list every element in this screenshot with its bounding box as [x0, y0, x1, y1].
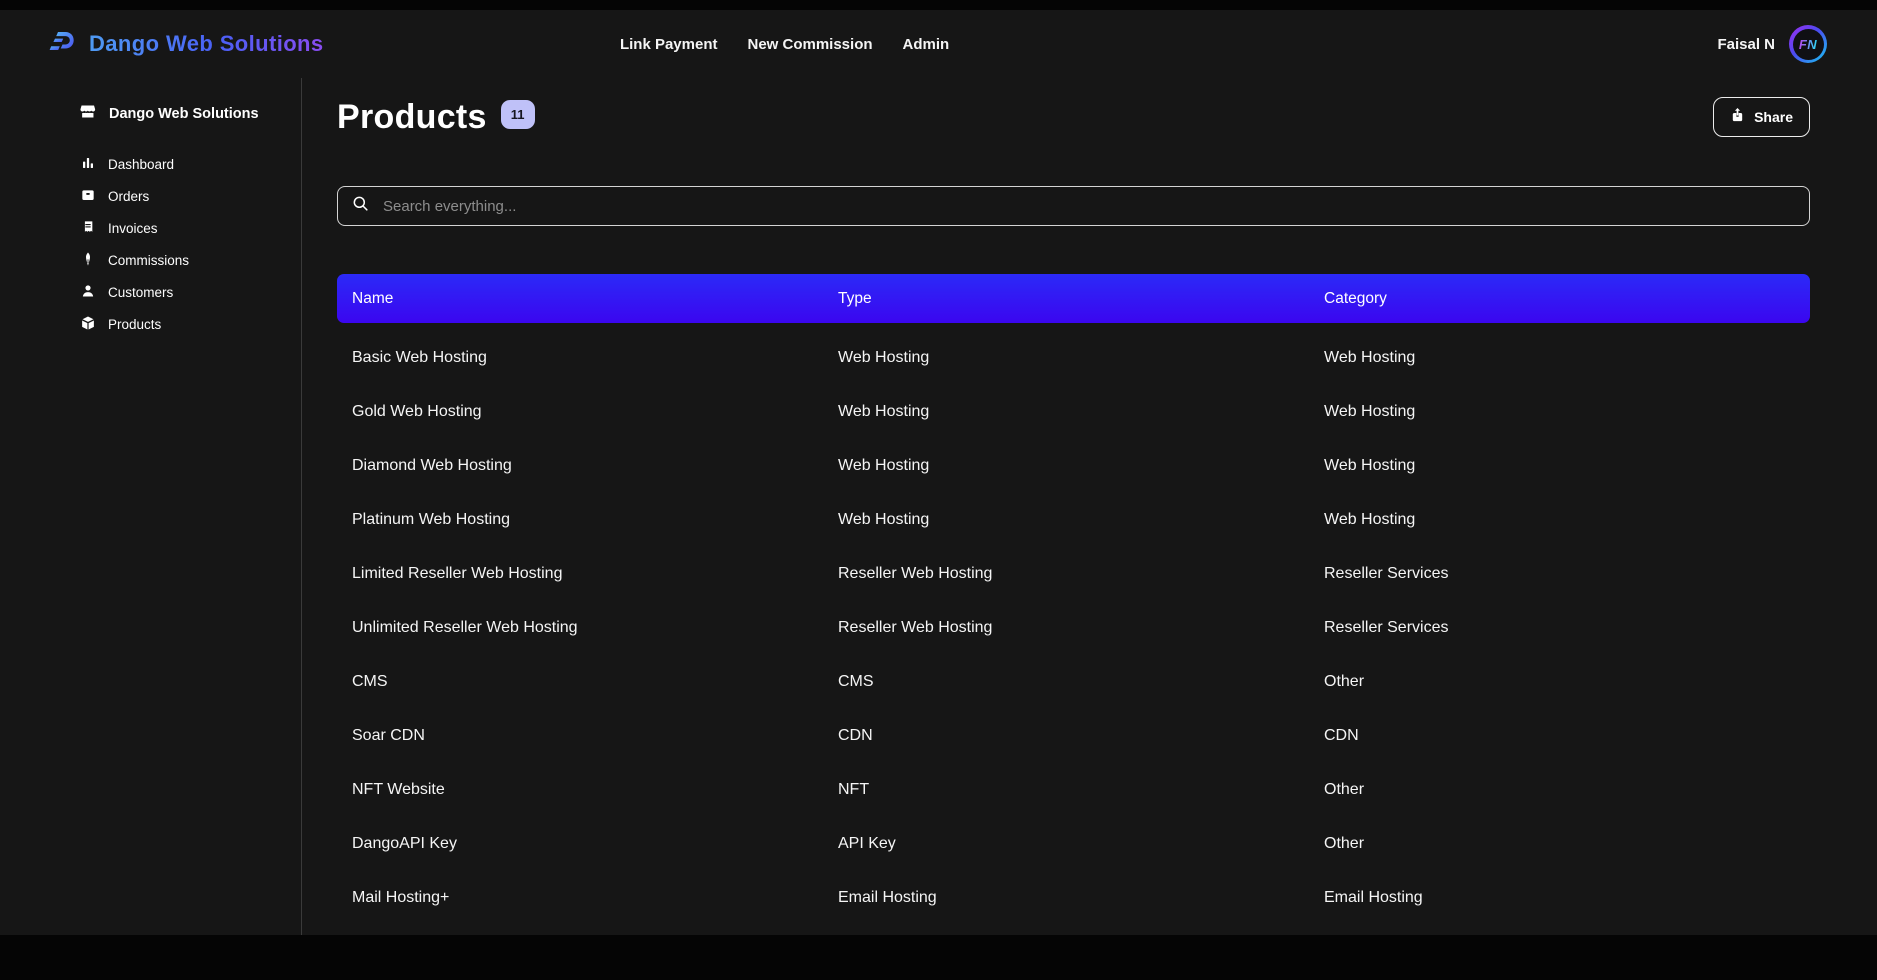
page-title: Products [337, 98, 487, 136]
sidebar-item-commissions[interactable]: Commissions [80, 251, 291, 270]
sidebar-item-customers[interactable]: Customers [80, 283, 291, 302]
sidebar-item-label: Customers [108, 285, 174, 300]
table-cell-category: CDN [1324, 727, 1359, 744]
avatar-inner: FN [1792, 28, 1824, 60]
table-cell-type: CMS [838, 673, 874, 690]
table-cell-name: Unlimited Reseller Web Hosting [352, 619, 578, 636]
share-button[interactable]: Share [1713, 97, 1810, 137]
column-header-type: Type [838, 289, 872, 307]
table-row[interactable]: DangoAPI Key API Key Other [337, 817, 1810, 871]
sidebar-item-invoices[interactable]: Invoices [80, 219, 291, 238]
table-cell-name: Basic Web Hosting [352, 349, 487, 366]
app-window: Dango Web Solutions Link Payment New Com… [0, 10, 1877, 935]
table-cell-category: Other [1324, 673, 1365, 690]
sidebar-workspace-label: Dango Web Solutions [109, 105, 259, 122]
storefront-icon [80, 103, 97, 124]
table-header-row: Name Type Category [337, 274, 1810, 323]
sidebar-item-products[interactable]: Products [80, 315, 291, 334]
nav-link-payment[interactable]: Link Payment [619, 35, 718, 53]
table-cell-category: Other [1324, 835, 1365, 852]
sidebar-item-label: Commissions [108, 253, 190, 268]
table-cell-type: Web Hosting [838, 349, 930, 366]
table-row[interactable]: Unlimited Reseller Web Hosting Reseller W… [337, 601, 1810, 655]
column-header-name: Name [352, 289, 394, 307]
ink-pen-icon [80, 251, 96, 270]
table-row[interactable]: NFT Website NFT Other [337, 763, 1810, 817]
share-icon [1730, 107, 1745, 127]
table-row[interactable]: CMS CMS Other [337, 655, 1810, 709]
main-nav: Link Payment New Commission Admin [620, 36, 949, 53]
sidebar-item-label: Orders [108, 189, 150, 204]
brand-home-link[interactable]: Dango Web Solutions [45, 25, 324, 64]
table-cell-name: CMS [352, 673, 388, 690]
table-cell-name: Gold Web Hosting [352, 403, 482, 420]
table-cell-category: Web Hosting [1324, 349, 1416, 366]
table-cell-name: Soar CDN [352, 727, 425, 744]
sidebar-nav-list: Dashboard Orders Invoices Commissions Custom… [80, 155, 291, 334]
table-body: Basic Web Hosting Web Hosting Web Hosting G… [337, 331, 1810, 925]
table-cell-type: API Key [838, 835, 896, 852]
user-menu[interactable]: Faisal N FN [1717, 25, 1827, 63]
bar-chart-icon [80, 155, 96, 174]
column-header-category: Category [1324, 289, 1387, 307]
nav-admin[interactable]: Admin [902, 35, 950, 53]
product-count-badge: 11 [500, 100, 535, 129]
brand-logo-icon [45, 25, 79, 64]
table-cell-type: Reseller Web Hosting [838, 619, 993, 636]
table-row[interactable]: Soar CDN CDN CDN [337, 709, 1810, 763]
table-cell-name: Limited Reseller Web Hosting [352, 565, 563, 582]
top-navbar: Dango Web Solutions Link Payment New Com… [0, 10, 1877, 78]
table-row[interactable]: Gold Web Hosting Web Hosting Web Hosting [337, 385, 1810, 439]
table-row[interactable]: Platinum Web Hosting Web Hosting Web Hosti… [337, 493, 1810, 547]
table-row[interactable]: Mail Hosting+ Email Hosting Email Hosting [337, 871, 1810, 925]
package-icon [80, 315, 96, 334]
share-button-label: Share [1754, 109, 1793, 125]
nav-new-commission[interactable]: New Commission [747, 35, 873, 53]
user-name: Faisal N [1717, 35, 1775, 53]
table-cell-name: Mail Hosting+ [352, 889, 450, 906]
table-cell-category: Other [1324, 781, 1365, 798]
table-cell-type: NFT [838, 781, 870, 798]
receipt-icon [80, 219, 96, 238]
sidebar-item-orders[interactable]: Orders [80, 187, 291, 206]
table-cell-category: Reseller Services [1324, 565, 1449, 582]
table-cell-type: Email Hosting [838, 889, 937, 906]
sidebar-item-dashboard[interactable]: Dashboard [80, 155, 291, 174]
brand-name: Dango Web Solutions [89, 31, 324, 56]
table-cell-type: CDN [838, 727, 873, 744]
sidebar: Dango Web Solutions Dashboard Orders Invoi… [0, 78, 302, 935]
table-cell-type: Web Hosting [838, 403, 930, 420]
sidebar-workspace-header[interactable]: Dango Web Solutions [80, 103, 291, 124]
table-cell-name: NFT Website [352, 781, 445, 798]
search-icon [351, 194, 370, 218]
table-row[interactable]: Diamond Web Hosting Web Hosting Web Hostin… [337, 439, 1810, 493]
avatar-initials: FN [1798, 36, 1818, 52]
table-cell-category: Web Hosting [1324, 511, 1416, 528]
table-cell-name: Platinum Web Hosting [352, 511, 510, 528]
table-cell-type: Web Hosting [838, 511, 930, 528]
person-icon [80, 283, 96, 302]
table-row[interactable]: Limited Reseller Web Hosting Reseller Web… [337, 547, 1810, 601]
sidebar-item-label: Products [108, 317, 162, 332]
products-table: Name Type Category Basic Web Hosting Web … [337, 274, 1810, 925]
main-content: Products 11 Share [302, 78, 1877, 935]
table-row[interactable]: Basic Web Hosting Web Hosting Web Hosting [337, 331, 1810, 385]
sidebar-item-label: Invoices [108, 221, 158, 236]
table-cell-type: Web Hosting [838, 457, 930, 474]
table-cell-type: Reseller Web Hosting [838, 565, 993, 582]
table-cell-category: Web Hosting [1324, 403, 1416, 420]
table-cell-name: DangoAPI Key [352, 835, 457, 852]
orders-box-icon [80, 187, 96, 206]
avatar[interactable]: FN [1789, 25, 1827, 63]
table-cell-category: Email Hosting [1324, 889, 1423, 906]
table-cell-category: Web Hosting [1324, 457, 1416, 474]
search-bar [337, 186, 1810, 226]
sidebar-item-label: Dashboard [108, 157, 175, 172]
search-input[interactable] [381, 196, 1796, 216]
table-cell-name: Diamond Web Hosting [352, 457, 512, 474]
table-cell-category: Reseller Services [1324, 619, 1449, 636]
page-header: Products 11 Share [337, 95, 1810, 141]
